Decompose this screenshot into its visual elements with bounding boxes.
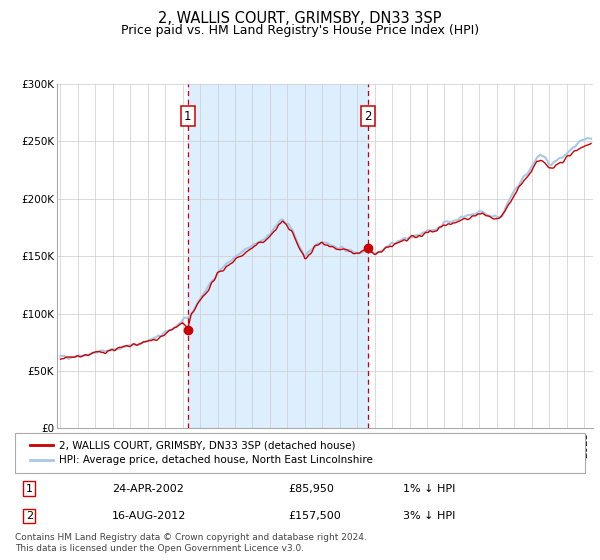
Text: £85,950: £85,950: [289, 484, 334, 493]
Bar: [188, 84, 368, 428]
Text: 2: 2: [364, 110, 372, 123]
Text: Contains HM Land Registry data © Crown copyright and database right 2024.
This d: Contains HM Land Registry data © Crown c…: [15, 533, 367, 553]
Text: 2: 2: [26, 511, 33, 521]
Text: 1: 1: [184, 110, 191, 123]
Text: Price paid vs. HM Land Registry's House Price Index (HPI): Price paid vs. HM Land Registry's House …: [121, 24, 479, 36]
Text: 16-AUG-2012: 16-AUG-2012: [112, 511, 186, 521]
Text: 1% ↓ HPI: 1% ↓ HPI: [403, 484, 455, 493]
Text: 24-APR-2002: 24-APR-2002: [112, 484, 184, 493]
Text: £157,500: £157,500: [289, 511, 341, 521]
Text: 2, WALLIS COURT, GRIMSBY, DN33 3SP: 2, WALLIS COURT, GRIMSBY, DN33 3SP: [158, 11, 442, 26]
Text: 3% ↓ HPI: 3% ↓ HPI: [403, 511, 455, 521]
Legend: 2, WALLIS COURT, GRIMSBY, DN33 3SP (detached house), HPI: Average price, detache: 2, WALLIS COURT, GRIMSBY, DN33 3SP (deta…: [26, 437, 377, 469]
Text: 1: 1: [26, 484, 33, 493]
